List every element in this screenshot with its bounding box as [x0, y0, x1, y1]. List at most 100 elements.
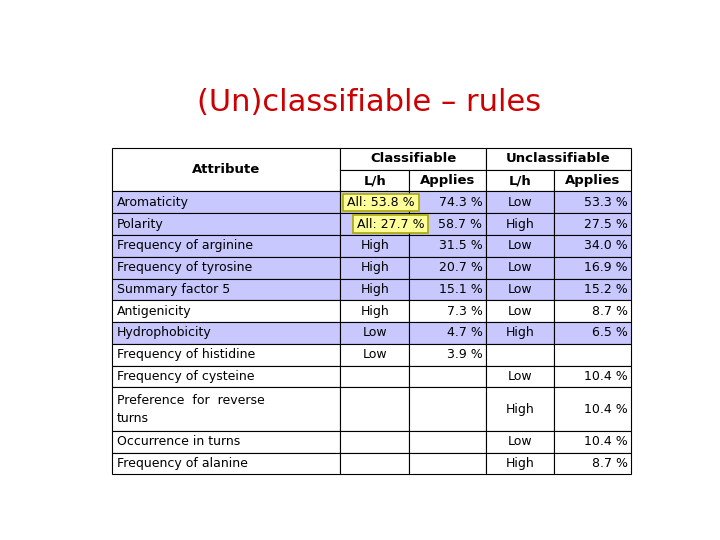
Bar: [409, 431, 486, 453]
Bar: [409, 453, 486, 474]
Bar: [341, 148, 486, 170]
Bar: [486, 213, 554, 235]
Text: 10.4 %: 10.4 %: [584, 370, 628, 383]
Text: 7.3 %: 7.3 %: [446, 305, 482, 318]
Bar: [341, 300, 409, 322]
Bar: [409, 322, 486, 344]
Bar: [554, 322, 631, 344]
Bar: [486, 148, 631, 170]
Bar: [112, 431, 341, 453]
Bar: [409, 344, 486, 366]
Bar: [341, 170, 409, 192]
Text: All: 27.7 %: All: 27.7 %: [356, 218, 424, 231]
Bar: [409, 170, 486, 192]
Text: 10.4 %: 10.4 %: [584, 403, 628, 416]
Bar: [554, 170, 631, 192]
Bar: [112, 300, 341, 322]
Bar: [112, 213, 341, 235]
Text: Low: Low: [508, 370, 532, 383]
Text: Unclassifiable: Unclassifiable: [506, 152, 611, 165]
Text: Aromaticity: Aromaticity: [117, 196, 189, 209]
Text: High: High: [360, 305, 389, 318]
Text: 74.3 %: 74.3 %: [438, 196, 482, 209]
Text: Classifiable: Classifiable: [370, 152, 456, 165]
Bar: [554, 366, 631, 387]
Bar: [554, 453, 631, 474]
Text: Occurrence in turns: Occurrence in turns: [117, 435, 240, 448]
Bar: [112, 235, 341, 256]
Text: Attribute: Attribute: [192, 163, 261, 176]
Text: Frequency of arginine: Frequency of arginine: [117, 239, 253, 252]
Bar: [341, 235, 409, 256]
Text: 16.9 %: 16.9 %: [585, 261, 628, 274]
Bar: [486, 256, 554, 279]
Text: Low: Low: [508, 305, 532, 318]
Bar: [486, 192, 554, 213]
Text: Hydrophobicity: Hydrophobicity: [117, 326, 212, 340]
Text: Frequency of alanine: Frequency of alanine: [117, 457, 248, 470]
Text: 27.5 %: 27.5 %: [584, 218, 628, 231]
Text: Antigenicity: Antigenicity: [117, 305, 192, 318]
Text: Applies: Applies: [420, 174, 475, 187]
Bar: [341, 322, 409, 344]
Bar: [486, 300, 554, 322]
Text: Applies: Applies: [565, 174, 621, 187]
Text: Low: Low: [362, 348, 387, 361]
Bar: [554, 431, 631, 453]
Bar: [486, 366, 554, 387]
Text: Preference  for  reverse: Preference for reverse: [117, 394, 264, 407]
Bar: [554, 213, 631, 235]
Text: 8.7 %: 8.7 %: [592, 305, 628, 318]
Text: Low: Low: [362, 326, 387, 340]
Bar: [341, 213, 409, 235]
Bar: [112, 192, 341, 213]
Text: High: High: [360, 283, 389, 296]
Bar: [486, 431, 554, 453]
Text: 15.2 %: 15.2 %: [584, 283, 628, 296]
Text: 31.5 %: 31.5 %: [438, 239, 482, 252]
Bar: [554, 256, 631, 279]
Bar: [409, 279, 486, 300]
Bar: [409, 387, 486, 431]
Bar: [341, 192, 409, 213]
Bar: [112, 148, 341, 192]
Bar: [486, 235, 554, 256]
Bar: [409, 213, 486, 235]
Text: Low: Low: [508, 283, 532, 296]
Text: (Un)classifiable – rules: (Un)classifiable – rules: [197, 87, 541, 117]
Bar: [112, 366, 341, 387]
Bar: [554, 344, 631, 366]
Text: 10.4 %: 10.4 %: [584, 435, 628, 448]
Bar: [341, 366, 409, 387]
Bar: [341, 256, 409, 279]
Text: Frequency of cysteine: Frequency of cysteine: [117, 370, 254, 383]
Text: turns: turns: [117, 412, 149, 425]
Text: L/h: L/h: [509, 174, 531, 187]
Text: 4.7 %: 4.7 %: [446, 326, 482, 340]
Bar: [341, 387, 409, 431]
Bar: [409, 256, 486, 279]
Text: 20.7 %: 20.7 %: [438, 261, 482, 274]
Bar: [486, 170, 554, 192]
Text: Low: Low: [508, 239, 532, 252]
Text: Summary factor 5: Summary factor 5: [117, 283, 230, 296]
Bar: [554, 235, 631, 256]
Text: Low: Low: [508, 435, 532, 448]
Bar: [554, 387, 631, 431]
Text: 15.1 %: 15.1 %: [438, 283, 482, 296]
Bar: [486, 344, 554, 366]
Text: Low: Low: [362, 218, 387, 231]
Text: High: High: [360, 261, 389, 274]
Text: High: High: [505, 218, 534, 231]
Bar: [486, 453, 554, 474]
Text: High: High: [505, 326, 534, 340]
Text: Low: Low: [508, 261, 532, 274]
Text: 8.7 %: 8.7 %: [592, 457, 628, 470]
Text: High: High: [505, 403, 534, 416]
Text: 3.9 %: 3.9 %: [446, 348, 482, 361]
Bar: [554, 192, 631, 213]
Text: High: High: [360, 196, 389, 209]
Bar: [554, 300, 631, 322]
Bar: [486, 322, 554, 344]
Bar: [112, 322, 341, 344]
